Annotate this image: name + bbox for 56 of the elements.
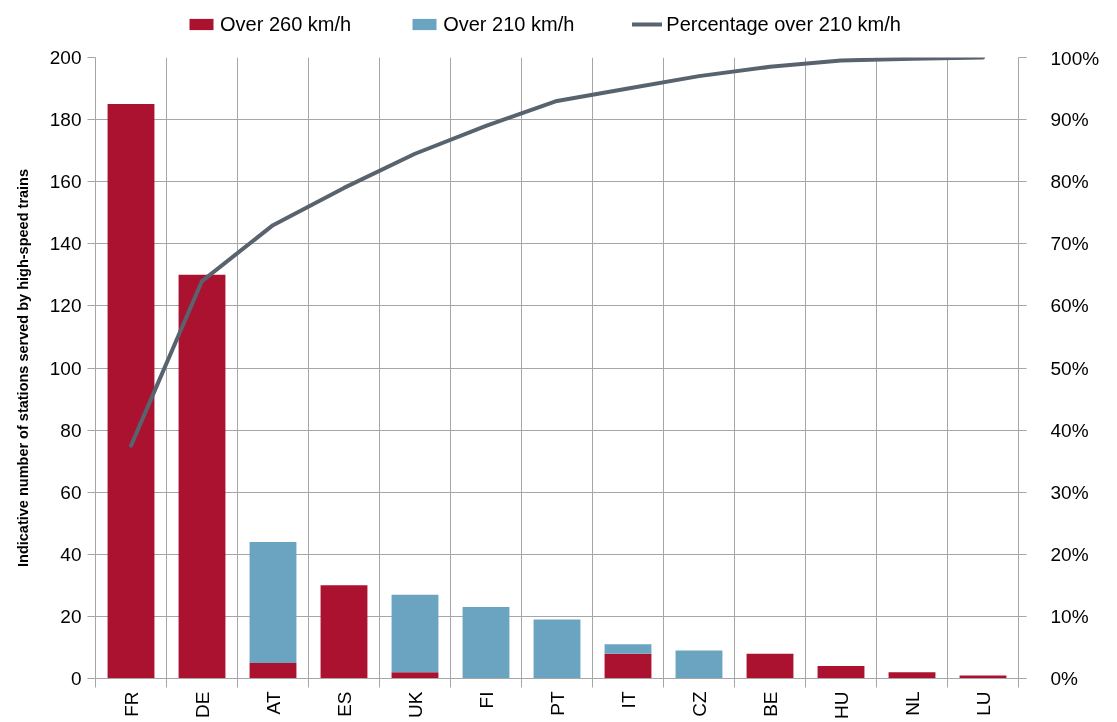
y2-tick-label: 0% bbox=[1050, 668, 1079, 689]
legend-label: Percentage over 210 km/h bbox=[666, 12, 901, 36]
x-tick-label: AT bbox=[262, 691, 284, 715]
y2-tick-label: 100% bbox=[1050, 47, 1100, 69]
x-tick-label: FI bbox=[475, 691, 497, 709]
x-tick-label: PT bbox=[546, 691, 568, 716]
bar bbox=[746, 653, 794, 679]
legend-label: Over 210 km/h bbox=[443, 12, 575, 36]
y-tick-label: 140 bbox=[49, 233, 82, 255]
bar bbox=[391, 594, 439, 673]
bar bbox=[178, 274, 226, 679]
y-tick-label: 160 bbox=[49, 171, 82, 193]
y2-tick-label: 80% bbox=[1050, 171, 1089, 193]
y-tick-label: 180 bbox=[49, 109, 82, 131]
y-tick-label: 20 bbox=[60, 605, 82, 627]
y-axis-title: Indicative number of stations served by high-speed trains bbox=[14, 168, 31, 568]
bar bbox=[249, 662, 297, 679]
bar bbox=[959, 675, 1007, 679]
bar bbox=[533, 619, 581, 679]
y-tick-label: 60 bbox=[60, 481, 82, 503]
x-tick-label: HU bbox=[830, 691, 852, 719]
bar bbox=[249, 541, 297, 663]
bar bbox=[675, 650, 723, 679]
y2-tick-label: 10% bbox=[1050, 605, 1089, 627]
bar bbox=[320, 585, 368, 679]
y2-tick-label: 50% bbox=[1050, 357, 1089, 379]
bar bbox=[604, 644, 652, 654]
y-tick-label: 0 bbox=[70, 668, 82, 689]
bar bbox=[888, 672, 936, 679]
bar bbox=[391, 672, 439, 679]
x-tick-label: BE bbox=[759, 691, 781, 717]
y2-tick-label: 30% bbox=[1050, 481, 1089, 503]
bar bbox=[604, 653, 652, 679]
y-tick-label: 100 bbox=[49, 357, 82, 379]
x-tick-label: NL bbox=[901, 691, 923, 716]
y2-tick-label: 20% bbox=[1050, 543, 1089, 565]
x-tick-label: CZ bbox=[688, 691, 710, 717]
y-tick-label: 40 bbox=[60, 543, 82, 565]
line-series bbox=[129, 57, 985, 448]
y2-tick-label: 60% bbox=[1050, 295, 1089, 317]
x-tick-label: UK bbox=[404, 691, 426, 718]
bar bbox=[107, 104, 155, 679]
legend-label: Over 260 km/h bbox=[220, 12, 352, 36]
bar bbox=[462, 607, 510, 679]
x-tick-label: ES bbox=[333, 691, 355, 717]
y-tick-label: 120 bbox=[49, 295, 82, 317]
x-tick-label: IT bbox=[617, 691, 639, 709]
y2-tick-label: 40% bbox=[1050, 419, 1089, 441]
x-tick-label: FR bbox=[120, 691, 142, 717]
y2-tick-label: 90% bbox=[1050, 109, 1089, 131]
y-tick-label: 80 bbox=[60, 419, 82, 441]
x-tick-label: DE bbox=[191, 691, 213, 718]
y-tick-label: 200 bbox=[49, 47, 82, 68]
bar bbox=[817, 666, 865, 679]
y2-tick-label: 70% bbox=[1050, 233, 1089, 255]
x-tick-label: LU bbox=[972, 691, 994, 716]
